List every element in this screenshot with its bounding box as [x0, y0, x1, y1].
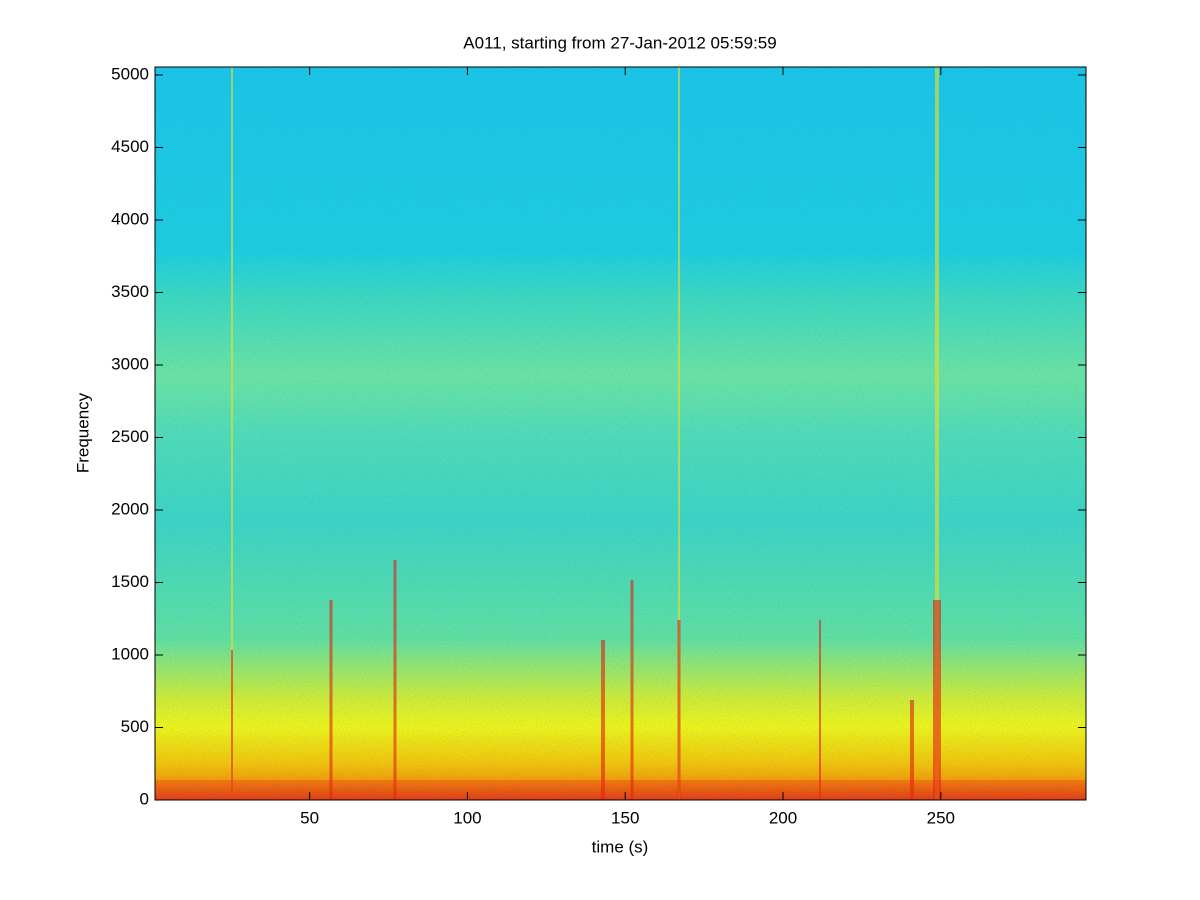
chart-title: A011, starting from 27-Jan-2012 05:59:59	[463, 33, 776, 52]
y-axis-label: Frequency	[73, 392, 92, 473]
y-tick-label: 4000	[111, 209, 149, 228]
y-tick-label: 3500	[111, 282, 149, 301]
y-tick-label: 1500	[111, 572, 149, 591]
y-tick-label: 2500	[111, 427, 149, 446]
spectrogram-image	[155, 67, 1086, 800]
x-tick-label: 200	[769, 808, 797, 827]
y-tick-label: 4500	[111, 137, 149, 156]
y-tick-label: 3000	[111, 354, 149, 373]
y-tick-label: 500	[121, 717, 149, 736]
x-tick-label: 250	[927, 808, 955, 827]
x-tick-label: 100	[453, 808, 481, 827]
y-tick-label: 0	[140, 789, 149, 808]
x-axis-label: time (s)	[592, 837, 649, 856]
x-tick-label: 50	[300, 808, 319, 827]
plot-frame	[154, 66, 1087, 801]
y-tick-label: 2000	[111, 499, 149, 518]
x-tick-label: 150	[611, 808, 639, 827]
y-tick-label: 5000	[111, 64, 149, 83]
y-tick-label: 1000	[111, 644, 149, 663]
